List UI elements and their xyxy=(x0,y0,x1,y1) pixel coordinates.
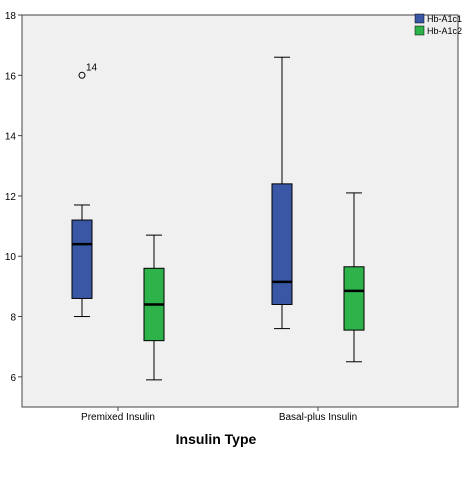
y-tick-label: 18 xyxy=(5,11,17,22)
y-tick-label: 12 xyxy=(5,192,17,203)
legend-swatch xyxy=(414,13,425,24)
outlier-point xyxy=(78,71,86,79)
box-Hb-A1c2-Premixed Insulin xyxy=(143,234,165,381)
y-tick-label: 10 xyxy=(5,252,17,263)
box-body xyxy=(271,183,293,305)
box-Hb-A1c1-Basal-plus Insulin xyxy=(271,56,293,330)
legend-label: Hb-A1c1 xyxy=(427,14,462,24)
legend: Hb-A1c1 Hb-A1c2 xyxy=(414,13,462,36)
box-Hb-A1c2-Basal-plus Insulin xyxy=(343,192,365,363)
x-axis: Premixed Insulin Basal-plus Insulin xyxy=(81,407,357,423)
box-body xyxy=(343,266,365,331)
y-tick-label: 6 xyxy=(10,373,16,384)
y-axis: 6 8 10 12 14 16 18 xyxy=(5,11,22,384)
box-body xyxy=(71,219,93,299)
x-axis-title: Insulin Type xyxy=(176,431,257,447)
y-tick-label: 16 xyxy=(5,71,17,82)
outlier-label: 14 xyxy=(86,62,98,73)
box-Hb-A1c1-Premixed Insulin: 14 xyxy=(71,62,98,318)
legend-label: Hb-A1c2 xyxy=(427,26,462,36)
legend-swatch xyxy=(414,25,425,36)
y-tick-label: 8 xyxy=(10,313,16,324)
plot-area xyxy=(21,14,459,408)
x-tick-label: Premixed Insulin xyxy=(81,412,155,423)
y-tick-label: 14 xyxy=(5,132,17,143)
x-tick-label: Basal-plus Insulin xyxy=(279,412,357,423)
box-series: 14 xyxy=(71,56,365,381)
